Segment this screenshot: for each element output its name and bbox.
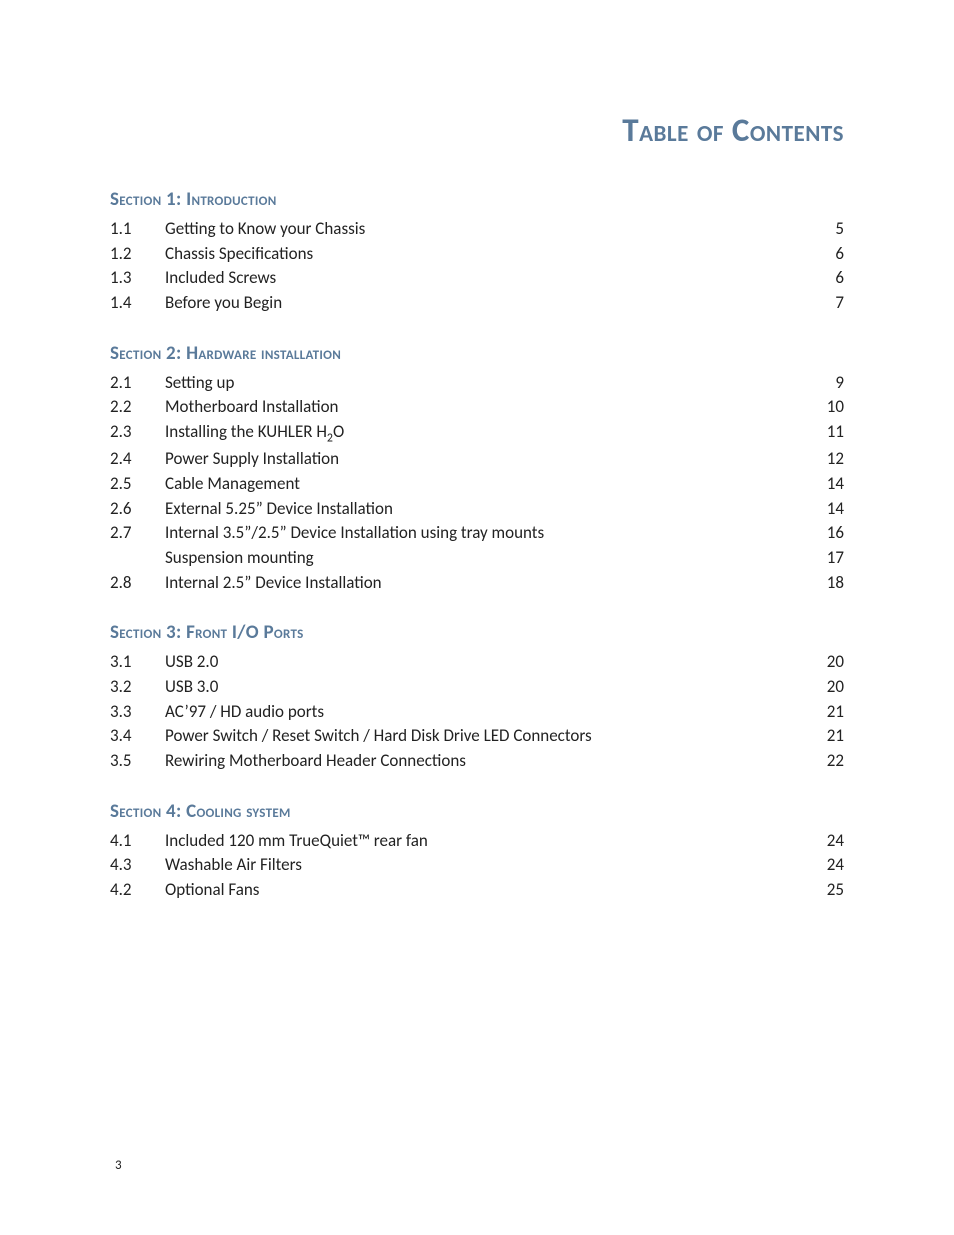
- toc-entry-title: Getting to Know your Chassis: [165, 217, 365, 242]
- toc-entry: 2.7Internal 3.5”/2.5” Device Installatio…: [110, 521, 844, 546]
- page: Table of Contents Section 1: Introductio…: [0, 0, 954, 1235]
- toc-entry-page: 21: [825, 724, 844, 749]
- toc-entry-title: Rewiring Motherboard Header Connections: [165, 749, 466, 774]
- toc-entry-number: 2.2: [110, 395, 165, 420]
- section-heading: Section 1: Introduction: [110, 188, 844, 211]
- toc-entry-page: 10: [825, 395, 844, 420]
- toc-entry-title: Optional Fans: [165, 878, 259, 903]
- toc-entry-title: Suspension mounting: [165, 546, 314, 571]
- toc-entry-title: Power Supply Installation: [165, 447, 339, 472]
- toc-entry-page: 12: [825, 447, 844, 472]
- toc-entry-page: 9: [833, 371, 844, 396]
- toc-entry: 2.8Internal 2.5” Device Installation 18: [110, 571, 844, 596]
- toc-entry-title: USB 3.0: [165, 675, 218, 700]
- toc-entry-title: External 5.25” Device Installation: [165, 497, 393, 522]
- toc-entry-number: 2.6: [110, 497, 165, 522]
- toc-entry: 3.3AC’97 / HD audio ports 21: [110, 700, 844, 725]
- toc-entry-title: Setting up: [165, 371, 234, 396]
- toc-entry-page: 20: [825, 650, 844, 675]
- toc-entry-title: USB 2.0: [165, 650, 218, 675]
- toc-entry-number: 1.4: [110, 291, 165, 316]
- toc-entry-title: Included 120 mm TrueQuiet™ rear fan: [165, 829, 428, 854]
- toc-entry: 2.3Installing the KUHLER H2O 11: [110, 420, 844, 448]
- toc-entry-page: 17: [825, 546, 844, 571]
- toc-entry-number: 4.2: [110, 878, 165, 903]
- toc-entry: 3.5Rewiring Motherboard Header Connectio…: [110, 749, 844, 774]
- section-heading: Section 2: Hardware installation: [110, 342, 844, 365]
- toc-entry-title: Motherboard Installation: [165, 395, 338, 420]
- toc-entry: 3.4Power Switch / Reset Switch / Hard Di…: [110, 724, 844, 749]
- toc-entry-number: 2.7: [110, 521, 165, 546]
- toc-entry-title: Installing the KUHLER H2O: [165, 420, 344, 448]
- toc-entry-title: Internal 2.5” Device Installation: [165, 571, 382, 596]
- toc-entry-number: 2.3: [110, 420, 165, 445]
- toc-entry: 4.3Washable Air Filters 24: [110, 853, 844, 878]
- toc-entry: 4.1Included 120 mm TrueQuiet™ rear fan 24: [110, 829, 844, 854]
- toc-entry-number: 2.8: [110, 571, 165, 596]
- toc-entry-page: 20: [825, 675, 844, 700]
- section-heading: Section 4: Cooling system: [110, 800, 844, 823]
- toc-entry-number: 3.5: [110, 749, 165, 774]
- toc-entry-number: 2.4: [110, 447, 165, 472]
- toc-entry-page: 24: [825, 853, 844, 878]
- toc-entry: 2.1Setting up 9: [110, 371, 844, 396]
- toc-entry-number: 1.3: [110, 266, 165, 291]
- toc-entry: Suspension mounting 17: [110, 546, 844, 571]
- toc-entry-title: Power Switch / Reset Switch / Hard Disk …: [165, 724, 592, 749]
- page-number: 3: [115, 1158, 122, 1173]
- toc-entry-page: 16: [825, 521, 844, 546]
- toc-entry-number: 3.4: [110, 724, 165, 749]
- toc-entry-number: 3.2: [110, 675, 165, 700]
- toc-entry-title: Before you Begin: [165, 291, 282, 316]
- toc-entry-number: 1.1: [110, 217, 165, 242]
- toc-entry-title: Cable Management: [165, 472, 300, 497]
- toc-entry: 2.4Power Supply Installation 12: [110, 447, 844, 472]
- toc-entry: 4.2Optional Fans 25: [110, 878, 844, 903]
- toc-entry-page: 11: [825, 420, 844, 445]
- toc-entry-page: 24: [825, 829, 844, 854]
- section-heading: Section 3: Front I/O Ports: [110, 621, 844, 644]
- toc-entry-page: 18: [825, 571, 844, 596]
- toc-entry-title: Internal 3.5”/2.5” Device Installation u…: [165, 521, 544, 546]
- toc-entry-page: 7: [833, 291, 844, 316]
- toc-entry-number: 4.1: [110, 829, 165, 854]
- toc-entry-title: AC’97 / HD audio ports: [165, 700, 324, 725]
- page-title: Table of Contents: [110, 110, 844, 150]
- toc-entry: 2.5Cable Management 14: [110, 472, 844, 497]
- toc-entry: 1.1Getting to Know your Chassis 5: [110, 217, 844, 242]
- toc-entry-number: 3.3: [110, 700, 165, 725]
- toc-entry-number: 1.2: [110, 242, 165, 267]
- toc-entry-page: 22: [825, 749, 844, 774]
- toc-entry-page: 6: [833, 266, 844, 291]
- toc-entry-title: Included Screws: [165, 266, 276, 291]
- toc-entry-number: 4.3: [110, 853, 165, 878]
- toc-entry: 2.6External 5.25” Device Installation 14: [110, 497, 844, 522]
- toc-entry-page: 5: [833, 217, 844, 242]
- toc-entry: 3.2USB 3.0 20: [110, 675, 844, 700]
- toc-entry-number: 2.1: [110, 371, 165, 396]
- table-of-contents: Section 1: Introduction 1.1Getting to Kno…: [110, 188, 844, 902]
- toc-entry: 3.1USB 2.0 20: [110, 650, 844, 675]
- toc-entry-title: Washable Air Filters: [165, 853, 302, 878]
- toc-entry-page: 6: [833, 242, 844, 267]
- toc-entry-page: 21: [825, 700, 844, 725]
- toc-entry-title: Chassis Specifications: [165, 242, 313, 267]
- toc-entry: 2.2Motherboard Installation 10: [110, 395, 844, 420]
- toc-entry-number: 3.1: [110, 650, 165, 675]
- toc-entry-page: 25: [825, 878, 844, 903]
- toc-entry: 1.4Before you Begin 7: [110, 291, 844, 316]
- toc-entry-page: 14: [825, 472, 844, 497]
- toc-entry-page: 14: [825, 497, 844, 522]
- toc-entry-number: 2.5: [110, 472, 165, 497]
- toc-entry: 1.3Included Screws 6: [110, 266, 844, 291]
- toc-entry: 1.2Chassis Specifications 6: [110, 242, 844, 267]
